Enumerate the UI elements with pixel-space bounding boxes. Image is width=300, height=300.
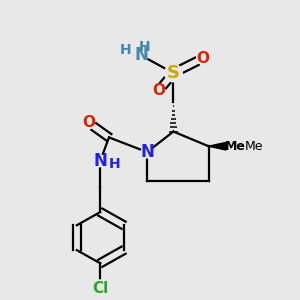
Polygon shape	[208, 142, 226, 150]
Text: N: N	[134, 46, 148, 64]
Text: O: O	[152, 83, 165, 98]
Text: H: H	[119, 43, 131, 57]
Text: Me: Me	[245, 140, 264, 153]
Text: S: S	[167, 64, 180, 82]
Circle shape	[135, 49, 148, 62]
Circle shape	[92, 280, 108, 296]
Circle shape	[165, 64, 182, 82]
Text: O: O	[196, 51, 209, 66]
Circle shape	[141, 146, 153, 158]
Text: H: H	[138, 40, 150, 54]
Text: O: O	[82, 115, 95, 130]
Circle shape	[94, 155, 106, 167]
Circle shape	[228, 139, 242, 154]
Text: Cl: Cl	[92, 281, 108, 296]
Text: N: N	[93, 152, 107, 170]
Text: Me: Me	[224, 140, 245, 153]
Circle shape	[153, 85, 165, 96]
Text: H: H	[109, 157, 120, 171]
Text: N: N	[140, 143, 154, 161]
Circle shape	[83, 117, 94, 129]
Circle shape	[197, 52, 208, 64]
